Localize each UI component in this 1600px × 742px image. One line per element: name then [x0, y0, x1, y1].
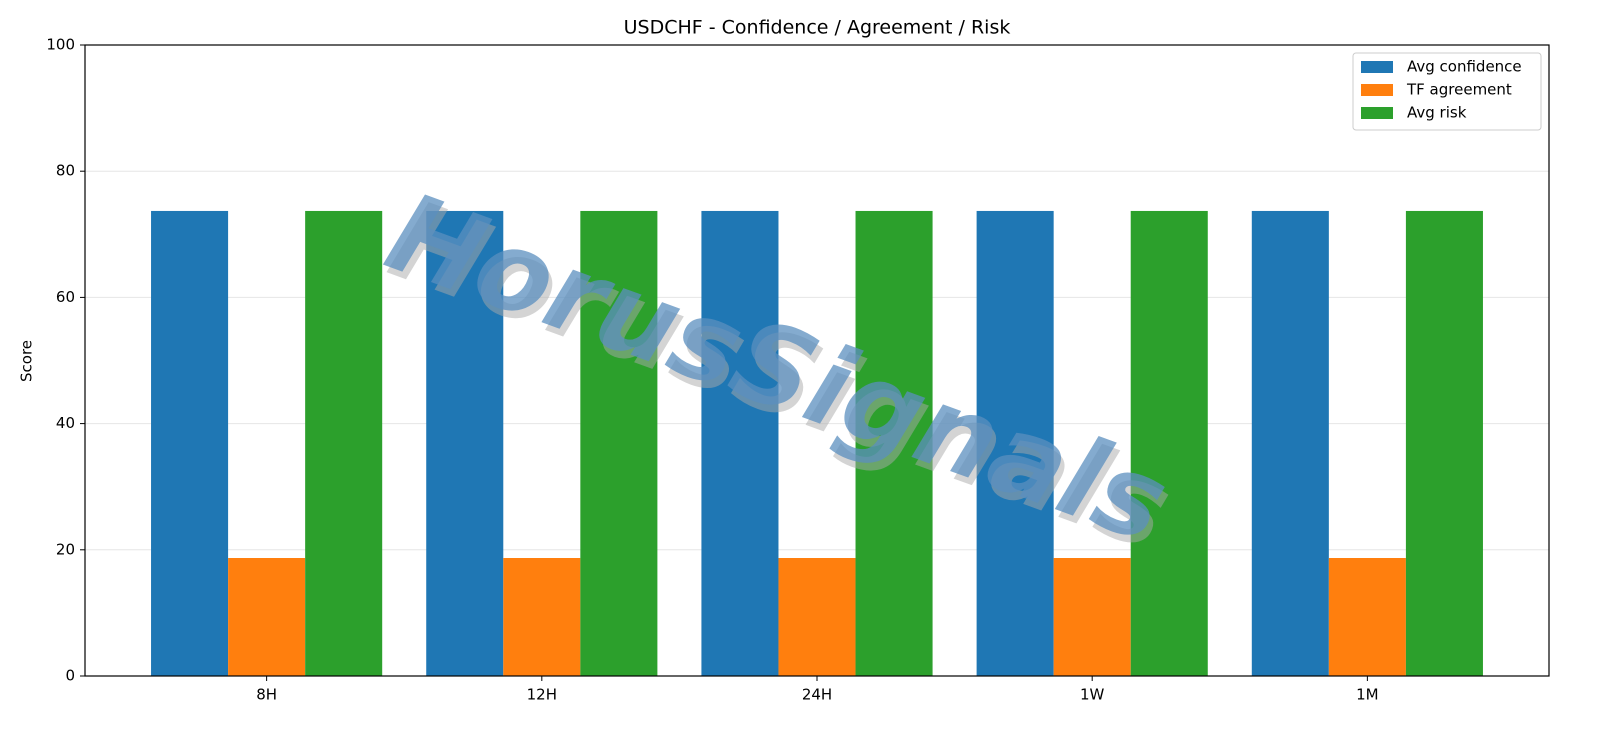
y-tick-label: 40 — [56, 414, 75, 432]
bar — [855, 210, 933, 676]
x-tick-label: 24H — [802, 686, 832, 704]
y-tick-label: 20 — [56, 540, 75, 558]
y-axis-label: Score — [18, 340, 36, 382]
bar — [426, 210, 504, 676]
bar — [228, 558, 306, 676]
x-tick-label: 12H — [527, 686, 557, 704]
bar — [701, 210, 779, 676]
x-tick-label: 1M — [1356, 686, 1379, 704]
y-tick-label: 60 — [56, 288, 75, 306]
bar — [580, 210, 658, 676]
bar — [305, 210, 383, 676]
plot-frame — [84, 44, 1550, 677]
y-tick-label: 0 — [65, 667, 75, 685]
bar — [1328, 558, 1406, 676]
legend-swatch — [1361, 84, 1393, 96]
bar — [1405, 210, 1483, 676]
chart-title: USDCHF - Confidence / Agreement / Risk — [624, 17, 1011, 39]
y-tick-label: 80 — [56, 162, 75, 180]
legend-label: TF agreement — [1406, 81, 1512, 99]
y-tick-label: 100 — [46, 36, 75, 54]
bar — [1130, 210, 1208, 676]
legend-box — [1352, 52, 1542, 131]
bar — [1053, 558, 1131, 676]
legend-swatch — [1361, 61, 1393, 73]
legend-label: Avg confidence — [1407, 58, 1522, 76]
legend-swatch — [1361, 107, 1393, 119]
bar — [151, 210, 229, 676]
bar — [976, 210, 1054, 676]
bar — [778, 558, 856, 676]
x-tick-label: 8H — [256, 686, 277, 704]
x-tick-label: 1W — [1080, 686, 1105, 704]
bar — [1251, 210, 1329, 676]
bar — [503, 558, 581, 676]
legend-label: Avg risk — [1407, 104, 1467, 122]
